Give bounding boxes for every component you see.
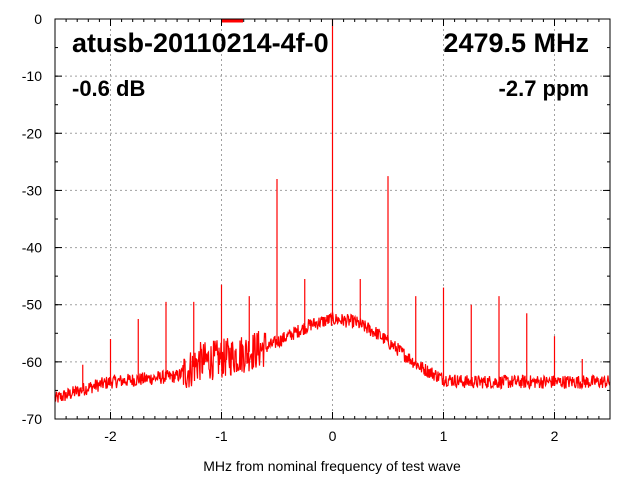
x-tick-label: -2 — [104, 428, 117, 444]
chart-title: atusb-20110214-4f-0 — [72, 28, 329, 58]
x-tick-label: 2 — [551, 428, 559, 444]
y-tick-label: -40 — [22, 240, 42, 256]
x-tick-label: -1 — [215, 428, 228, 444]
axis-ticks: -2 -1 0 1 20-10-20-30-40-50-60-70 — [22, 11, 611, 444]
y-tick-label: -30 — [22, 182, 42, 198]
y-tick-label: -60 — [22, 354, 42, 370]
y-tick-label: -20 — [22, 125, 42, 141]
y-tick-label: -70 — [22, 411, 42, 427]
x-tick-label: 0 — [329, 428, 337, 444]
y-tick-label: -10 — [22, 68, 42, 84]
y-tick-label: 0 — [34, 11, 42, 27]
x-tick-label: 1 — [440, 428, 448, 444]
y-tick-label: -50 — [22, 297, 42, 313]
level-label: -0.6 dB — [72, 76, 145, 101]
offset-label: -2.7 ppm — [499, 76, 589, 101]
spur-lines — [82, 19, 583, 390]
x-axis-label: MHz from nominal frequency of test wave — [203, 458, 461, 474]
frequency-label: 2479.5 MHz — [443, 28, 589, 58]
